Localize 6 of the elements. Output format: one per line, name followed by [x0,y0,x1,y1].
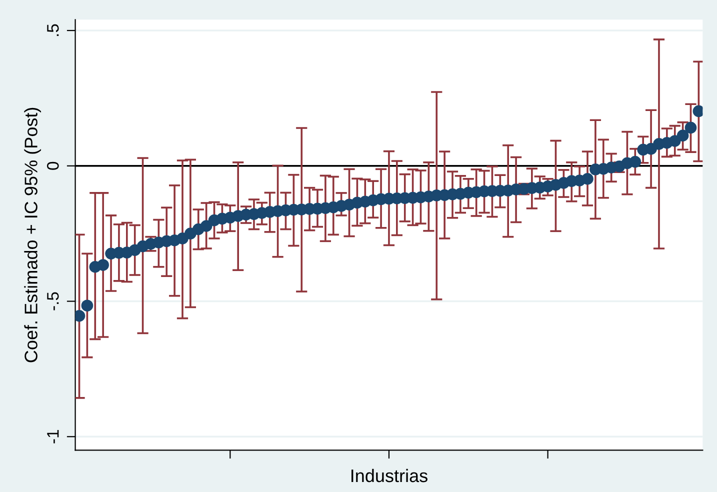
y-tick-label: -1 [47,430,59,444]
y-tick-label: 0 [46,162,59,170]
x-axis-title: Industrias [352,468,428,482]
y-axis-title: Coef. Estimado + IC 95% (Post) [24,108,41,362]
y-tick-label: -.5 [47,292,59,310]
y-tick-label: .5 [47,24,59,36]
